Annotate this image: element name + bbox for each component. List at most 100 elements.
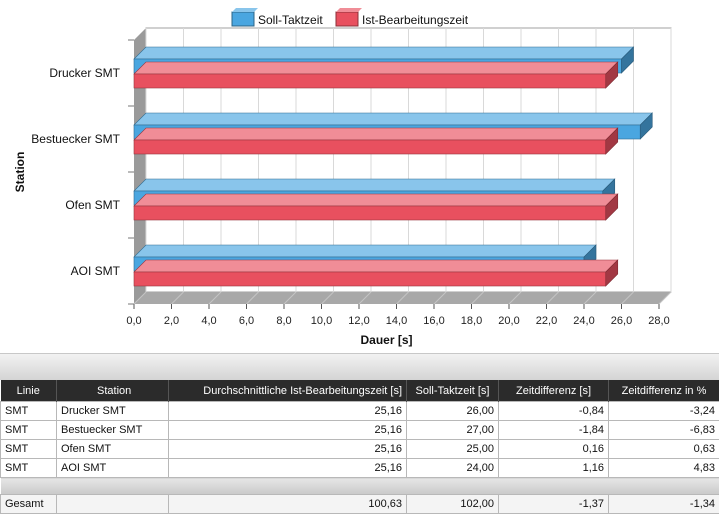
cell-total-soll-taktzeit: 102,00: [406, 494, 499, 514]
chart-panel: 0,0 2,0 4,0 6,0 8,0 10,0 12,0 14,0 16,0 18,0 20,0 2…: [0, 8, 719, 354]
cell-zeitdifferenz: 1,16: [498, 458, 609, 478]
legend-swatch: [231, 11, 255, 27]
floor-grid-line: [471, 291, 484, 305]
y-tick-label: Ofen SMT: [65, 198, 120, 212]
legend-swatch-top: [336, 8, 362, 12]
floor-grid-line: [321, 291, 334, 305]
cell-linie: SMT: [0, 458, 57, 478]
cell-station: AOI SMT: [56, 458, 169, 478]
legend-label: Soll-Taktzeit: [258, 13, 323, 27]
bar-top-face: [133, 244, 597, 258]
floor-grid-line: [133, 291, 147, 305]
bar-top-face: [133, 193, 619, 207]
x-tick-label: 8,0: [276, 315, 291, 327]
cell-total-label: Gesamt: [0, 494, 57, 514]
cell-zeitdifferenz: -1,84: [498, 420, 609, 440]
column-header-zeitdifferenz-prozent[interactable]: Zeitdifferenz in %: [608, 380, 719, 402]
x-tick-label: 16,0: [423, 315, 444, 327]
x-tick-label: 10,0: [311, 315, 332, 327]
x-tick-label: 0,0: [126, 315, 141, 327]
x-tick-label: 4,0: [201, 315, 216, 327]
cell-linie: SMT: [0, 420, 57, 440]
bar-ist: [133, 271, 607, 287]
bar-top-face: [133, 46, 635, 60]
bar-top-face: [133, 178, 616, 192]
x-tick-label: 26,0: [611, 315, 632, 327]
cell-linie: SMT: [0, 439, 57, 459]
floor-grid-line: [396, 291, 409, 305]
floor-grid-line: [433, 291, 447, 305]
cell-zeitdifferenz: 0,16: [498, 439, 609, 459]
cell-total-zeitdifferenz-prozent: -1,34: [608, 494, 719, 514]
bar-end-face: [605, 259, 619, 287]
x-tick-label: 24,0: [573, 315, 594, 327]
bar-end-face: [605, 127, 619, 155]
legend-swatch-top: [232, 8, 258, 12]
spacer-cell: [0, 477, 719, 495]
cell-zeitdifferenz-prozent: -6,83: [608, 420, 719, 440]
bar-ist: [133, 205, 607, 221]
separator-band: [0, 354, 719, 380]
column-header-soll-taktzeit[interactable]: Soll-Taktzeit [s]: [406, 380, 499, 402]
legend-swatch: [335, 11, 359, 27]
cell-zeitdifferenz-prozent: -3,24: [608, 401, 719, 421]
floor-grid-line: [658, 291, 672, 305]
bar-ist: [133, 139, 607, 155]
table-total-row[interactable]: Gesamt 100,63 102,00 -1,37 -1,34: [0, 494, 719, 514]
x-tick-label: 12,0: [348, 315, 369, 327]
y-tick-label: AOI SMT: [71, 264, 121, 278]
cell-station: Ofen SMT: [56, 439, 169, 459]
bar-top-face: [133, 127, 619, 141]
cell-soll-taktzeit: 26,00: [406, 401, 499, 421]
floor-grid-line: [171, 291, 184, 305]
x-tick-label: 14,0: [386, 315, 407, 327]
x-axis-label: Dauer [s]: [360, 333, 412, 347]
table-row[interactable]: SMT Drucker SMT 25,16 26,00 -0,84 -3,24: [0, 401, 719, 421]
cell-ist-bearbeitungszeit: 25,16: [168, 401, 407, 421]
cell-total-ist-bearbeitungszeit: 100,63: [168, 494, 407, 514]
cell-total-station: [56, 494, 169, 514]
floor-grid-line: [508, 291, 522, 305]
table-header-row: Linie Station Durchschnittliche Ist-Bear…: [0, 380, 719, 402]
legend-label: Ist-Bearbeitungszeit: [362, 13, 469, 27]
bar-end-face: [605, 193, 619, 221]
y-tick-label: Bestuecker SMT: [31, 132, 120, 146]
cell-soll-taktzeit: 27,00: [406, 420, 499, 440]
x-tick-label: 22,0: [536, 315, 557, 327]
bar-top-face: [133, 259, 619, 273]
cell-zeitdifferenz-prozent: 0,63: [608, 439, 719, 459]
bar-end-face: [605, 61, 619, 89]
table-spacer-row: [0, 477, 719, 495]
column-header-linie[interactable]: Linie: [0, 380, 57, 402]
cell-zeitdifferenz: -0,84: [498, 401, 609, 421]
x-tick-label: 18,0: [461, 315, 482, 327]
bar-top-face: [133, 61, 619, 75]
cell-station: Drucker SMT: [56, 401, 169, 421]
cell-soll-taktzeit: 25,00: [406, 439, 499, 459]
y-tick-label: Drucker SMT: [49, 66, 120, 80]
cell-total-zeitdifferenz: -1,37: [498, 494, 609, 514]
bar-top-face: [133, 112, 653, 126]
cell-ist-bearbeitungszeit: 25,16: [168, 458, 407, 478]
bar-end-face: [621, 46, 634, 74]
cell-ist-bearbeitungszeit: 25,16: [168, 420, 407, 440]
x-tick-label: 6,0: [239, 315, 254, 327]
x-tick-label: 28,0: [648, 315, 669, 327]
bar-end-face: [639, 112, 653, 140]
column-header-station[interactable]: Station: [56, 380, 169, 402]
table-row[interactable]: SMT AOI SMT 25,16 24,00 1,16 4,83: [0, 458, 719, 478]
column-header-zeitdifferenz[interactable]: Zeitdifferenz [s]: [498, 380, 609, 402]
bar-ist: [133, 73, 607, 89]
table-row[interactable]: SMT Bestuecker SMT 25,16 27,00 -1,84 -6,…: [0, 420, 719, 440]
cell-station: Bestuecker SMT: [56, 420, 169, 440]
table-row[interactable]: SMT Ofen SMT 25,16 25,00 0,16 0,63: [0, 439, 719, 459]
cell-linie: SMT: [0, 401, 57, 421]
column-header-ist-bearbeitungszeit[interactable]: Durchschnittliche Ist-Bearbeitungszeit […: [168, 380, 407, 402]
results-table: Linie Station Durchschnittliche Ist-Bear…: [0, 380, 719, 514]
x-tick-label: 2,0: [164, 315, 179, 327]
bar-chart: 0,0 2,0 4,0 6,0 8,0 10,0 12,0 14,0 16,0 18,0 20,0 2…: [13, 8, 672, 347]
floor-grid-line: [358, 291, 372, 305]
cell-soll-taktzeit: 24,00: [406, 458, 499, 478]
floor-grid-line: [621, 291, 634, 305]
floor-grid-line: [283, 291, 297, 305]
